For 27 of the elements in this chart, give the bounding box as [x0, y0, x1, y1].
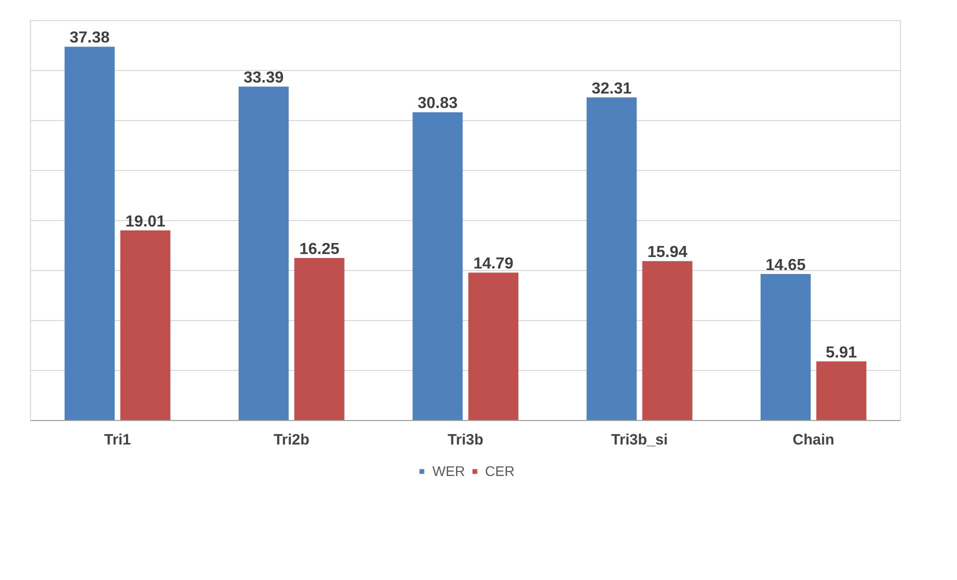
legend-label: CER — [485, 463, 515, 479]
x-tick-label: Tri1 — [104, 432, 131, 448]
bar — [238, 86, 289, 420]
x-tick-label: Tri3b_si — [611, 432, 668, 448]
data-label: 16.25 — [299, 241, 340, 258]
bar — [760, 274, 811, 420]
x-tick-label: Tri3b — [448, 432, 484, 448]
data-label: 32.31 — [592, 80, 632, 98]
bar — [412, 112, 463, 420]
bar — [642, 261, 692, 420]
legend-label: WER — [432, 463, 466, 479]
bar — [294, 258, 344, 420]
data-label: 15.94 — [647, 244, 688, 262]
data-label: 14.79 — [473, 256, 514, 273]
bar — [64, 46, 115, 420]
data-label: 33.39 — [244, 70, 284, 87]
x-tick-label: Chain — [792, 432, 834, 448]
x-tick-label: Tri2b — [274, 432, 310, 448]
data-label: 19.01 — [125, 213, 166, 230]
data-label: 30.83 — [418, 95, 458, 112]
data-label: 5.91 — [826, 344, 858, 362]
bar — [120, 230, 170, 420]
bar — [468, 272, 518, 420]
bar — [586, 97, 637, 420]
data-label: 37.38 — [70, 30, 110, 47]
bar — [816, 361, 866, 420]
data-label: 14.65 — [766, 257, 806, 274]
